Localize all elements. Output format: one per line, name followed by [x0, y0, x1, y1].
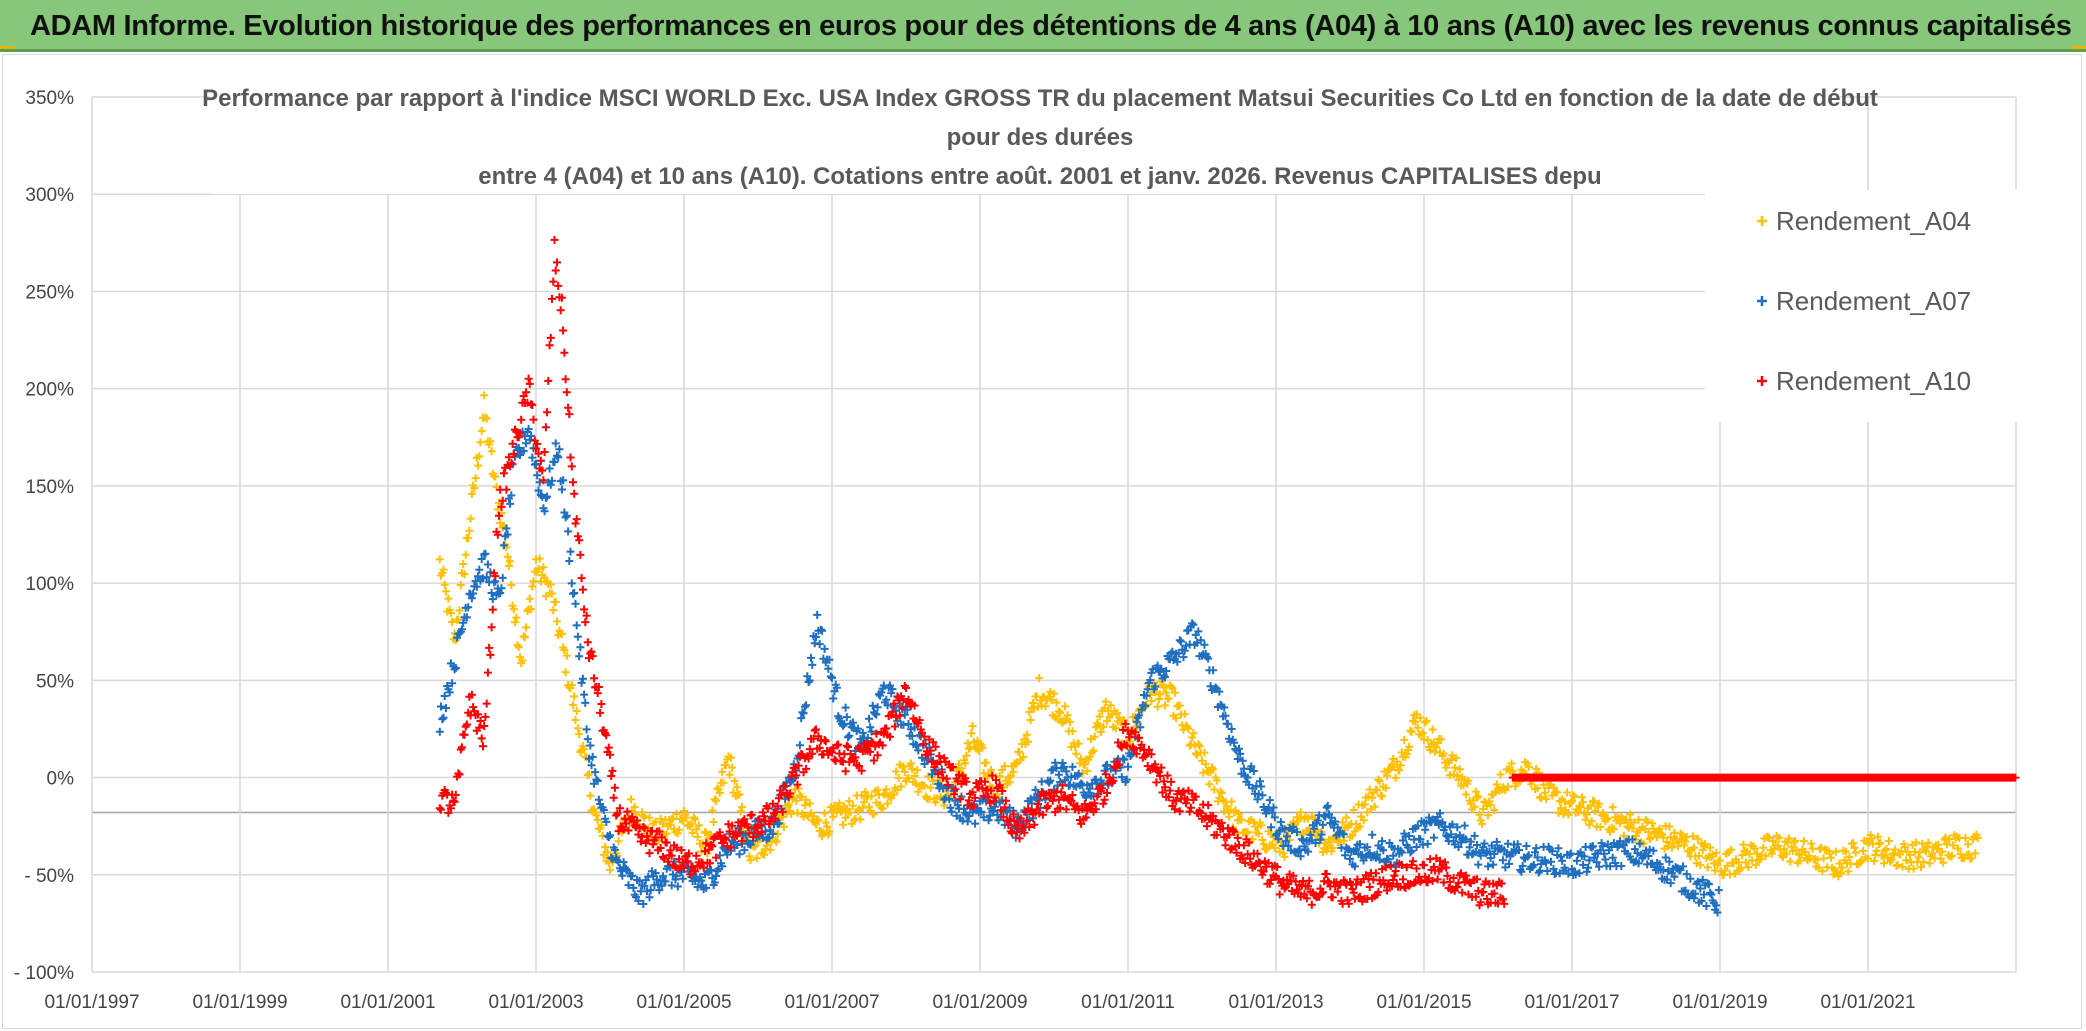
report-banner: ADAM Informe. Evolution historique des p…	[0, 0, 2086, 52]
legend-label: Rendement_A04	[1776, 206, 1971, 236]
series-markers	[435, 235, 1509, 910]
data-series	[435, 235, 2020, 917]
title-backdrop	[210, 72, 1840, 194]
legend-marker	[1757, 296, 1767, 306]
series-rendement-a10	[1508, 773, 2020, 782]
y-tick-label: 50%	[36, 671, 74, 692]
x-tick-label: 01/01/2013	[1228, 992, 1323, 1013]
legend-label: Rendement_A10	[1776, 366, 1971, 396]
x-tick-label: 01/01/1999	[192, 992, 287, 1013]
x-tick-label: 01/01/2009	[932, 992, 1027, 1013]
x-tick-label: 01/01/2019	[1672, 992, 1767, 1013]
chart-title: Performance par rapport à l'indice MSCI …	[202, 72, 1878, 194]
chart-title-line: pour des durées	[947, 124, 1134, 151]
y-tick-label: 150%	[25, 477, 74, 498]
series-markers	[1508, 773, 2020, 782]
chart-frame	[2, 54, 2082, 1029]
y-tick-label: 0%	[47, 769, 75, 790]
report-title: ADAM Informe. Evolution historique des p…	[30, 10, 2072, 42]
y-tick-label: 300%	[25, 185, 74, 206]
chart-legend: Rendement_A04 Rendement_A07 Rendement_A10	[1705, 190, 2017, 422]
banner-corner-right	[2072, 46, 2086, 49]
legend-label: Rendement_A07	[1776, 286, 1971, 316]
chart-title-line: Performance par rapport à l'indice MSCI …	[202, 85, 1878, 112]
series-markers	[435, 425, 1723, 917]
x-tick-label: 01/01/2001	[340, 992, 435, 1013]
banner-corner-left	[0, 46, 14, 49]
x-tick-label: 01/01/2005	[636, 992, 731, 1013]
chart-title-line: entre 4 (A04) et 10 ans (A10). Cotations…	[478, 163, 1601, 190]
x-tick-label: 01/01/2007	[784, 992, 879, 1013]
x-tick-label: 01/01/2003	[488, 992, 583, 1013]
x-tick-label: 01/01/2021	[1820, 992, 1915, 1013]
x-tick-label: 01/01/2011	[1081, 992, 1175, 1013]
y-axis-ticks: - 100% - 50% 0% 50% 100% 150% 200% 250% 300% 350%	[14, 88, 74, 984]
x-tick-label: 01/01/2017	[1524, 992, 1619, 1013]
y-tick-label: 200%	[25, 380, 74, 401]
x-axis-ticks: 01/01/1997 01/01/1999 01/01/2001 01/01/2003…	[44, 992, 1915, 1013]
y-tick-label: 250%	[25, 282, 74, 303]
y-tick-label: 350%	[25, 88, 74, 109]
y-tick-label: - 100%	[14, 963, 74, 984]
series-rendement-a10	[435, 235, 1509, 910]
legend-marker	[1757, 376, 1767, 386]
legend-marker	[1757, 216, 1767, 226]
x-tick-label: 01/01/1997	[44, 992, 139, 1013]
series-rendement-a07	[435, 425, 1723, 917]
legend-box	[1705, 190, 2017, 422]
x-tick-label: 01/01/2015	[1376, 992, 1471, 1013]
y-tick-label: 100%	[25, 574, 74, 595]
y-tick-label: - 50%	[24, 866, 74, 887]
